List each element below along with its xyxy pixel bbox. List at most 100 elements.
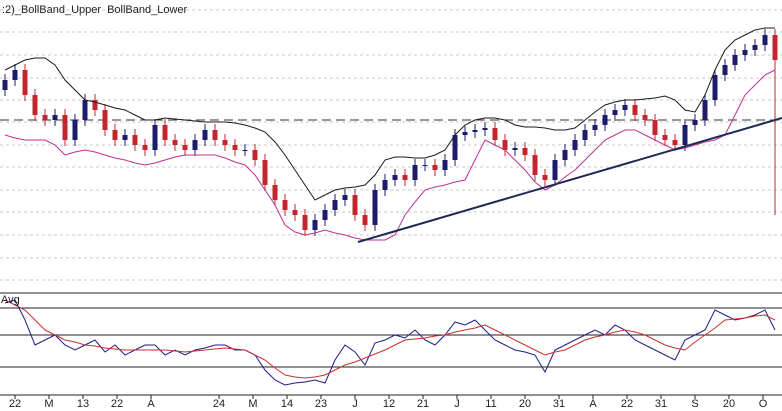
candle-body [482,128,488,130]
x-tick-label: A [589,398,597,410]
candle-body [462,132,468,135]
candle-body [772,35,778,60]
x-tick-label: 21 [417,398,429,410]
candle-body [272,185,278,200]
candle-body [122,135,128,140]
candle-body [12,70,18,80]
candle-body [22,70,28,95]
candle-body [542,175,548,180]
x-tick-label: 22 [9,398,21,410]
candle-body [672,140,678,145]
candle-body [92,100,98,110]
candle-body [692,120,698,125]
candle-body [312,220,318,230]
x-tick-label: 22 [111,398,123,410]
candle-body [2,80,8,90]
candle-body [52,115,58,120]
candle-body [212,130,218,140]
candle-body [382,180,388,190]
candle-body [232,145,238,150]
x-tick-label: 12 [383,398,395,410]
candle-body [632,105,638,115]
candle-body [732,55,738,65]
candle-body [642,115,648,120]
candle-body [362,215,368,225]
candle-body [292,210,298,215]
candle-body [252,150,258,160]
candle-body [702,100,708,120]
x-tick-label: 31 [655,398,667,410]
x-tick-label: 11 [485,398,496,410]
candle-body [472,130,478,132]
candle-body [502,140,508,150]
candle-body [342,195,348,200]
candle-body [412,165,418,180]
band-line [4,27,775,201]
candle-body [62,115,68,140]
x-tick-label: M [248,398,257,410]
x-tick-label: 22 [621,398,633,410]
candle-body [662,135,668,140]
candle-body [42,115,48,120]
candle-body [332,200,338,210]
candle-body [82,100,88,120]
legend-entry: Avg [1,294,20,306]
candle-body [402,175,408,180]
candle-body [152,125,158,150]
candle-body [262,160,268,185]
candle-body [612,110,618,115]
candle-body [572,140,578,150]
candle-body [422,165,428,166]
candle-body [112,130,118,140]
candle-body [162,125,168,140]
x-tick-label: J [454,398,460,410]
legend-entry: BollBand_Lower [107,4,187,16]
candle-body [352,195,358,215]
candle-body [442,160,448,170]
candle-body [752,45,758,50]
x-tick-label: A [147,398,155,410]
candle-body [392,175,398,180]
x-tick-label: 24 [213,398,225,410]
candle-body [452,135,458,160]
candle-body [322,210,328,220]
candle-body [202,130,208,140]
candle-body [32,95,38,115]
x-tick-label: 23 [315,398,327,410]
x-tick-label: J [352,398,358,410]
candle-body [172,140,178,145]
candle-body [282,200,288,210]
candle-body [682,125,688,145]
trendline [357,117,782,243]
candle-body [512,148,518,150]
candle-body [242,150,248,151]
candle-body [142,145,148,150]
candle-body [72,120,78,140]
candle-body [132,135,138,145]
candle-body [622,105,628,110]
candle-body [552,160,558,180]
candle-body [302,215,308,230]
candle-body [182,145,188,150]
candle-body [492,128,498,140]
candle-body [592,125,598,130]
candle-body [102,110,108,130]
x-tick-label: 20 [519,398,531,410]
candle-body [562,150,568,160]
x-tick-label: S [691,398,698,410]
x-tick-label: M [44,398,53,410]
legend-entry: :2)_BollBand_Upper [2,4,101,16]
candle-body [652,120,658,135]
x-tick-label: 20 [723,398,735,410]
indicator-line [4,299,776,379]
band-line [4,69,776,241]
candle-body [522,148,528,155]
x-tick-label: 14 [281,398,293,410]
candle-body [372,190,378,225]
candle-body [762,35,768,45]
x-tick-label: O [759,398,768,410]
indicator-line [4,299,776,386]
x-tick-label: 13 [77,398,89,410]
candle-body [602,115,608,125]
